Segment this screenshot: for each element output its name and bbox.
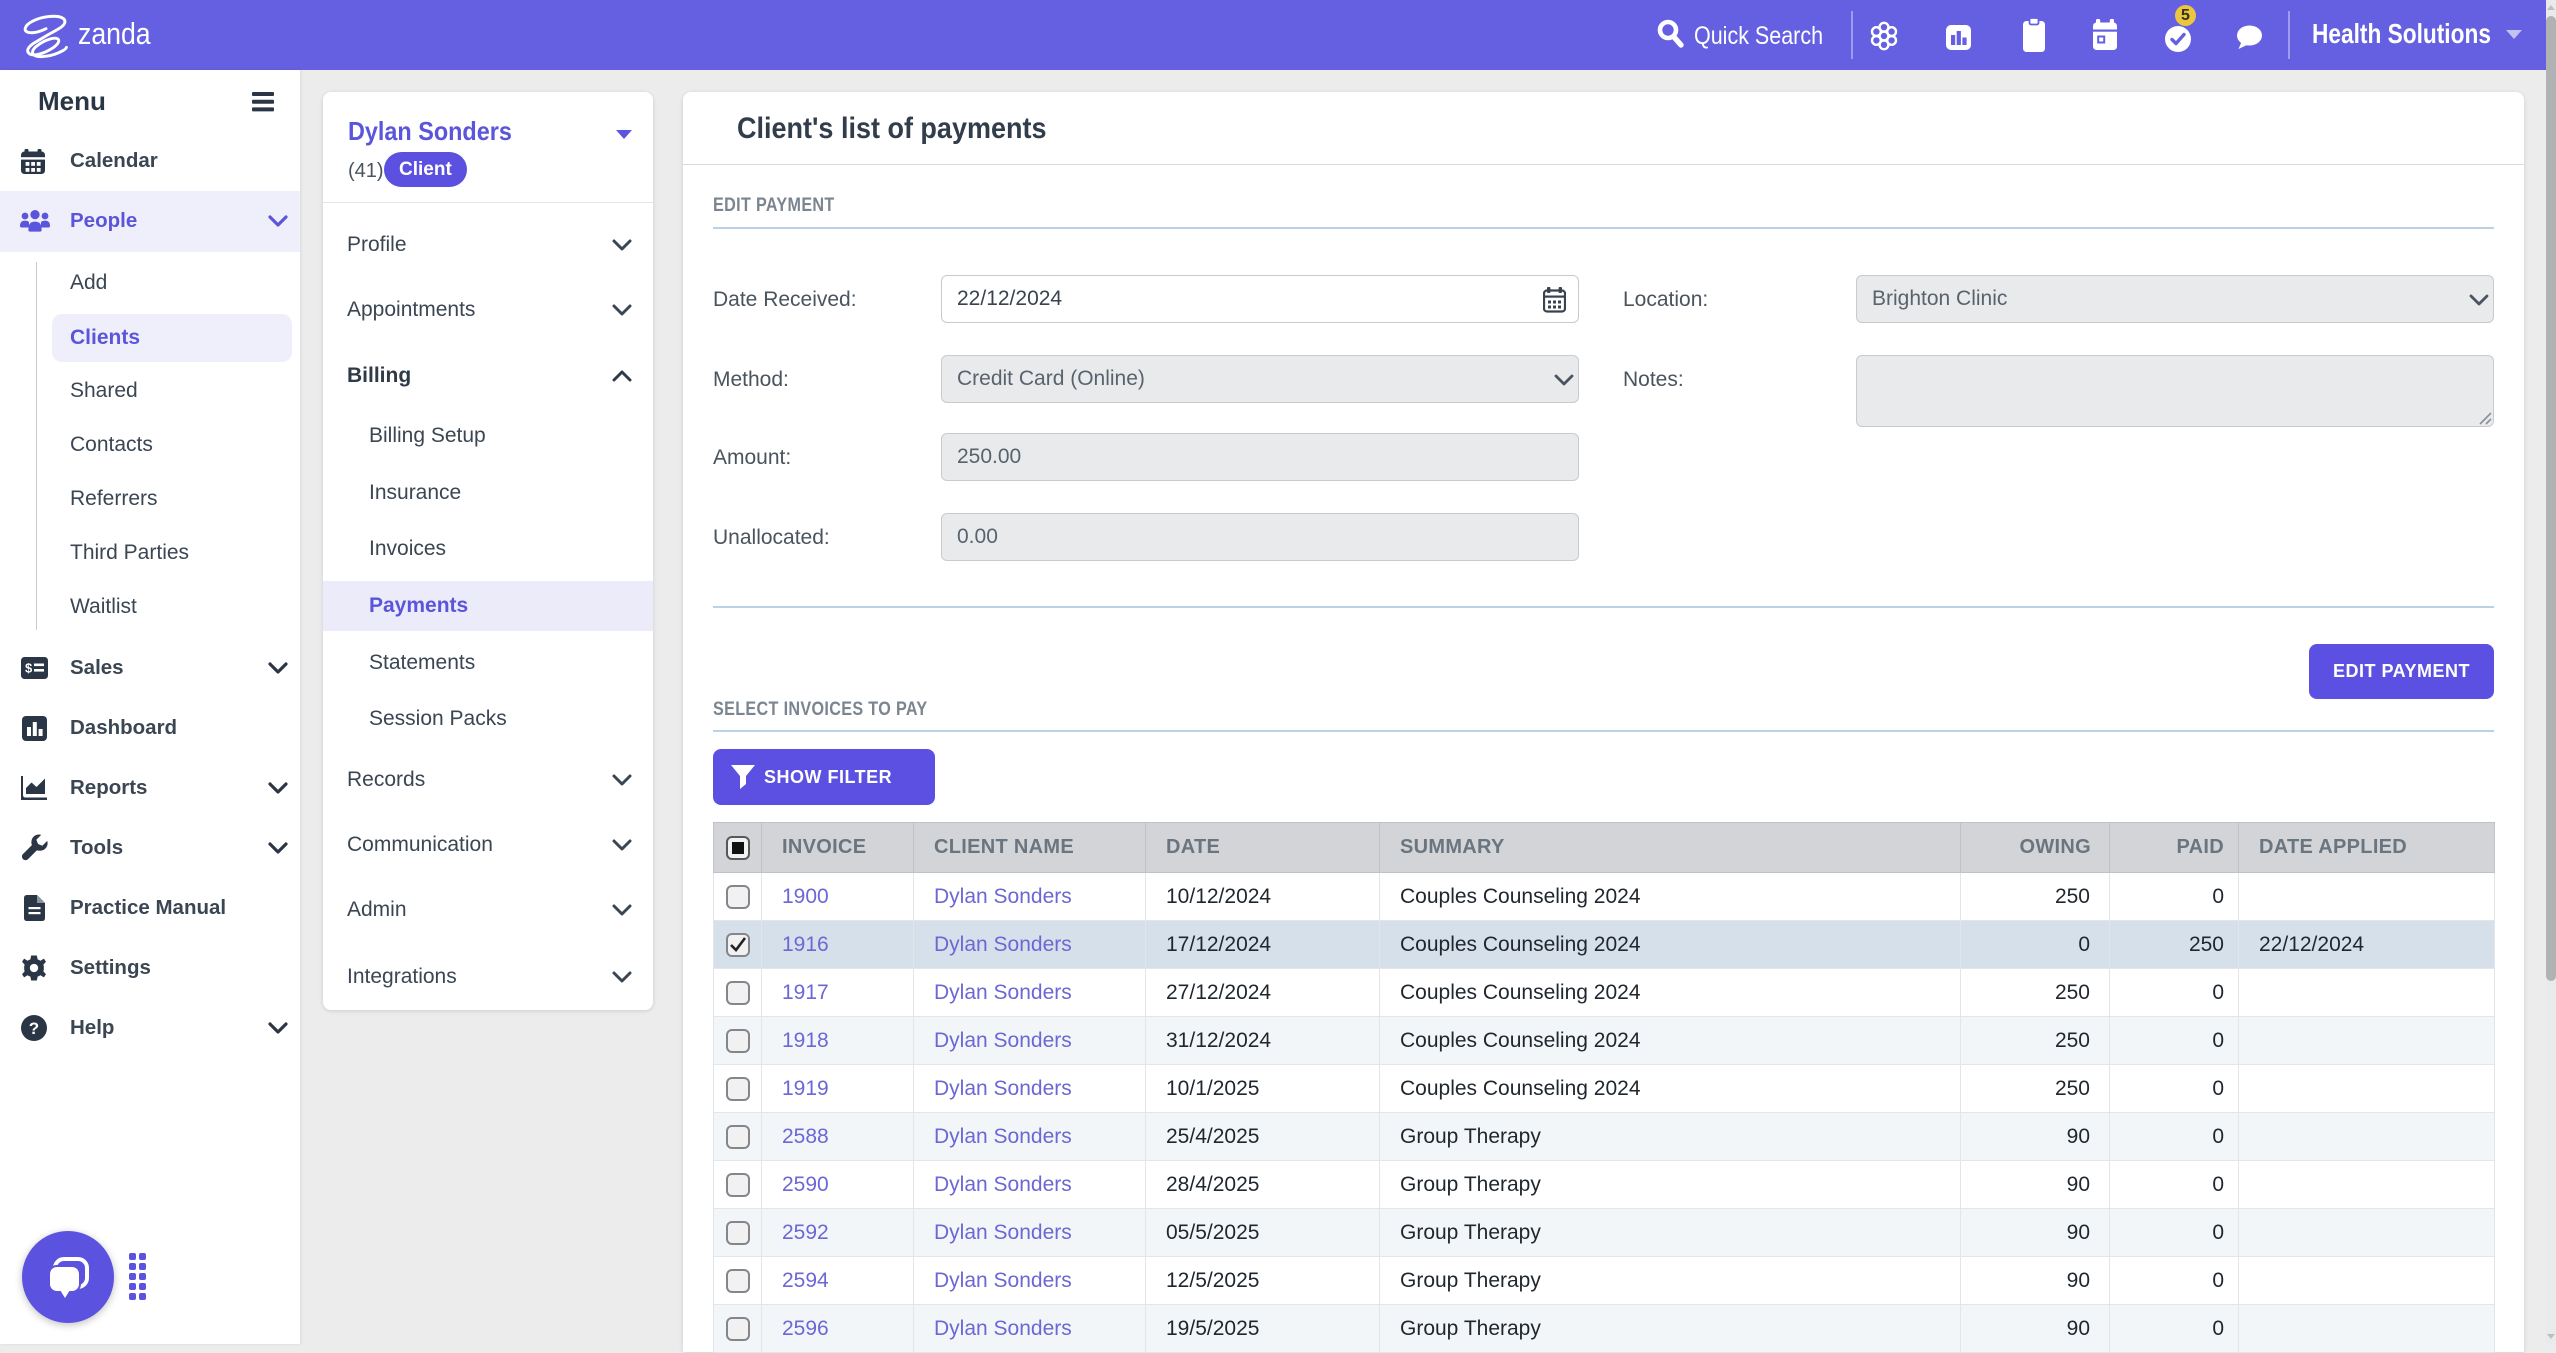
svg-text:$: $	[25, 661, 33, 676]
svg-text:?: ?	[29, 1019, 39, 1038]
